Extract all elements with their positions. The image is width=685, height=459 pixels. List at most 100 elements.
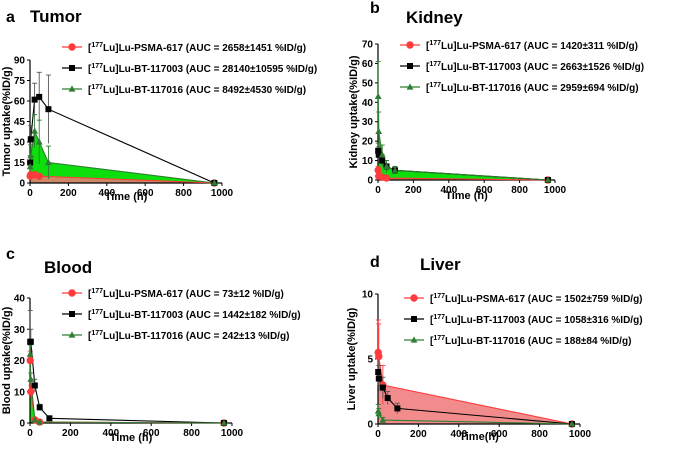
x-tick-label: 0 (27, 188, 33, 199)
panel-title: Kidney (406, 8, 463, 27)
legend-text: Lu]Lu-BT-117016 (AUC = 242±13 %ID/g) (103, 331, 289, 342)
legend-marker-bt003 (411, 316, 417, 322)
y-tick-label: 0 (19, 179, 25, 190)
y-tick-label: 75 (14, 76, 26, 87)
data-point-bt003 (45, 106, 52, 113)
data-point-bt016 (568, 420, 576, 427)
legend-text: Lu]Lu-BT-117016 (AUC = 188±84 %ID/g) (445, 336, 631, 347)
x-tick-label: 1000 (569, 429, 592, 440)
x-tick-label: 200 (62, 428, 79, 439)
legend-bracket: [ (88, 85, 92, 96)
data-point-psma (382, 174, 391, 182)
panel-title: Liver (420, 255, 461, 274)
legend-text: Lu]Lu-BT-117016 (AUC = 8492±4530 %ID/g) (103, 85, 306, 96)
legend-label: [177Lu]Lu-BT-117003 (AUC = 28140±10595 %… (88, 63, 317, 75)
legend-bracket: [ (88, 64, 92, 75)
legend-label: [177Lu]Lu-BT-117016 (AUC = 8492±4530 %ID… (88, 84, 306, 96)
y-tick-label: 45 (14, 117, 26, 128)
data-point-bt003 (375, 375, 382, 382)
area-fill-psma (378, 352, 572, 424)
legend-isotope-superscript: 177 (433, 293, 445, 300)
legend-isotope-superscript: 177 (91, 42, 103, 49)
panel-c-blood: c Blood 0 200 400 600 800 1000 0 10 20 30 40 Time (h)… (1, 246, 301, 444)
legend-isotope-superscript: 177 (429, 82, 441, 89)
y-tick-label: 15 (14, 158, 26, 169)
data-point-bt016 (26, 163, 34, 170)
y-axis-label: Liver uptake(%ID/g) (346, 307, 358, 410)
x-tick-label: 1000 (211, 188, 234, 199)
y-tick-label: 10 (14, 387, 26, 398)
legend-text: Lu]Lu-BT-117003 (AUC = 28140±10595 %ID/g… (103, 64, 317, 75)
panel-a-tumor: a Tumor 0 200 400 600 800 1000 0 15 30 45 60 75 90 Time… (1, 7, 317, 203)
data-point-bt016 (375, 410, 383, 417)
y-tick-label: 5 (367, 355, 373, 366)
legend-isotope-superscript: 177 (91, 288, 103, 295)
y-tick-label: 60 (14, 97, 26, 108)
y-tick-label: 70 (362, 40, 374, 51)
legend-label: [177Lu]Lu-PSMA-617 (AUC = 2658±1451 %ID/… (88, 42, 306, 54)
x-tick-label: 600 (476, 185, 493, 196)
legend-marker-psma (406, 41, 414, 49)
x-tick-label: 0 (375, 429, 381, 440)
legend-text: Lu]Lu-BT-117003 (AUC = 1442±182 %ID/g) (103, 310, 301, 321)
legend-text: Lu]Lu-PSMA-617 (AUC = 1420±311 %ID/g) (441, 41, 638, 52)
x-tick-label: 400 (98, 188, 115, 199)
data-point-bt003 (36, 93, 43, 100)
y-tick-label: 10 (362, 156, 374, 167)
data-point-bt003 (384, 395, 391, 401)
legend-label: [177Lu]Lu-BT-117016 (AUC = 188±84 %ID/g) (430, 335, 631, 347)
x-axis-label: Time (h) (445, 190, 488, 202)
data-point-bt003 (31, 382, 38, 389)
x-tick-label: 600 (143, 428, 160, 439)
legend-marker-psma (68, 43, 76, 51)
data-point-bt003 (36, 404, 43, 411)
data-point-bt016 (31, 127, 39, 134)
legend-label: [177Lu]Lu-BT-117016 (AUC = 2959±694 %ID/… (426, 82, 639, 94)
data-point-bt003 (375, 147, 382, 154)
panel-title: Tumor (30, 7, 82, 26)
x-tick-label: 600 (137, 188, 154, 199)
legend-text: Lu]Lu-BT-117003 (AUC = 1058±316 %ID/g) (445, 315, 643, 326)
y-tick-label: 30 (14, 138, 26, 149)
data-point-bt003 (27, 338, 34, 345)
data-point-bt003 (375, 151, 382, 158)
x-tick-label: 0 (27, 428, 33, 439)
legend-bracket: [ (430, 315, 434, 326)
legend-text: Lu]Lu-PSMA-617 (AUC = 1502±759 %ID/g) (445, 294, 642, 305)
x-tick-label: 400 (102, 428, 119, 439)
x-tick-label: 0 (375, 185, 381, 196)
series-line-bt003 (30, 341, 224, 424)
legend-bracket: [ (430, 336, 434, 347)
legend-marker-bt016 (406, 83, 414, 90)
panel-letter: b (370, 0, 380, 17)
x-axis-label: Time(h) (459, 431, 499, 443)
y-tick-label: 40 (362, 98, 374, 109)
panel-letter: c (6, 246, 15, 263)
data-point-psma (27, 388, 35, 396)
legend-marker-bt016 (410, 336, 418, 343)
y-tick-label: 40 (14, 294, 26, 305)
legend-text: Lu]Lu-BT-117003 (AUC = 2663±1526 %ID/g) (441, 62, 644, 73)
legend-isotope-superscript: 177 (429, 61, 441, 68)
series-line-bt016 (377, 96, 548, 181)
legend-bracket: [ (88, 331, 92, 342)
x-tick-label: 800 (531, 429, 548, 440)
data-point-bt003 (46, 415, 53, 422)
y-tick-label: 0 (19, 419, 25, 430)
legend-marker-bt016 (68, 331, 76, 338)
data-point-bt016 (375, 127, 383, 135)
x-tick-label: 400 (450, 429, 467, 440)
x-tick-label: 800 (175, 188, 192, 199)
legend-bracket: [ (430, 294, 434, 305)
data-point-bt016 (391, 166, 399, 173)
y-tick-label: 50 (362, 78, 374, 89)
data-point-bt003 (394, 405, 401, 412)
legend-label: [177Lu]Lu-PSMA-617 (AUC = 73±12 %ID/g) (88, 288, 284, 300)
data-point-bt016 (210, 179, 218, 186)
x-tick-label: 800 (183, 428, 200, 439)
data-point-psma (26, 356, 34, 365)
y-tick-label: 0 (367, 176, 373, 187)
panel-letter: d (370, 254, 380, 271)
legend-marker-psma (410, 294, 418, 302)
area-fill-psma (378, 170, 548, 180)
